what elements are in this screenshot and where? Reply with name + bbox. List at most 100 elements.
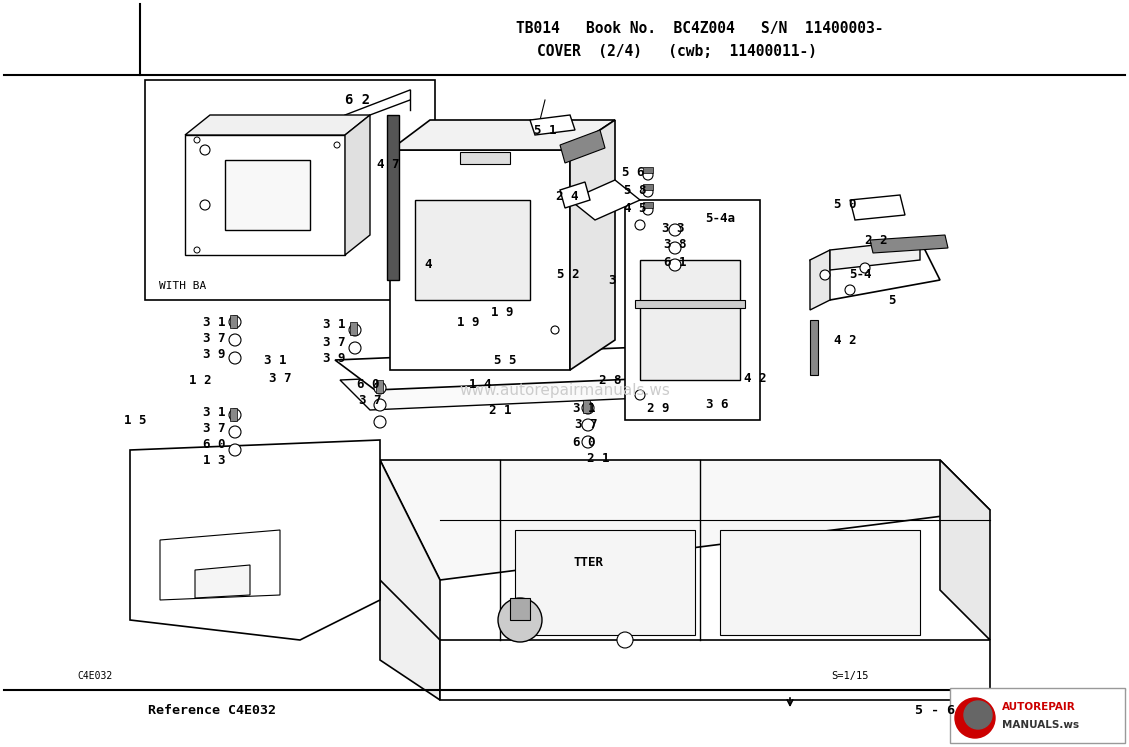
Circle shape bbox=[498, 598, 542, 642]
Text: 3 9: 3 9 bbox=[203, 347, 226, 361]
Circle shape bbox=[955, 698, 995, 738]
Text: 2 9: 2 9 bbox=[647, 401, 669, 415]
Text: 3 3: 3 3 bbox=[662, 222, 684, 235]
Polygon shape bbox=[940, 460, 990, 640]
Polygon shape bbox=[195, 565, 250, 598]
Bar bbox=[949, 688, 1124, 743]
Text: 5 6: 5 6 bbox=[622, 166, 645, 179]
Text: 1 9: 1 9 bbox=[457, 315, 479, 329]
Bar bbox=[644, 167, 653, 173]
Text: 1 5: 1 5 bbox=[124, 414, 147, 427]
Circle shape bbox=[634, 220, 645, 230]
Polygon shape bbox=[570, 120, 615, 370]
Text: 4: 4 bbox=[425, 258, 431, 271]
Circle shape bbox=[644, 205, 653, 215]
Polygon shape bbox=[345, 115, 370, 255]
Text: 3 9: 3 9 bbox=[323, 352, 345, 365]
Polygon shape bbox=[560, 182, 590, 208]
Circle shape bbox=[200, 145, 210, 155]
Text: 5 - 6: 5 - 6 bbox=[914, 704, 955, 716]
Text: 6 1: 6 1 bbox=[664, 255, 686, 268]
Bar bbox=[460, 152, 510, 164]
Text: 6 0: 6 0 bbox=[357, 379, 379, 391]
Text: 5 2: 5 2 bbox=[557, 268, 579, 282]
Polygon shape bbox=[340, 365, 710, 410]
Text: 3 1: 3 1 bbox=[323, 318, 345, 332]
Text: 1 9: 1 9 bbox=[491, 306, 514, 318]
Circle shape bbox=[844, 285, 855, 295]
Text: 4 2: 4 2 bbox=[744, 371, 767, 385]
Circle shape bbox=[644, 170, 653, 180]
Circle shape bbox=[334, 142, 340, 148]
Polygon shape bbox=[440, 640, 990, 700]
Text: 3 6: 3 6 bbox=[706, 398, 728, 412]
Text: 5 8: 5 8 bbox=[623, 184, 646, 196]
Text: 6 2: 6 2 bbox=[345, 93, 370, 107]
Circle shape bbox=[374, 416, 386, 428]
Bar bbox=[387, 115, 399, 280]
Circle shape bbox=[583, 436, 594, 448]
Text: 3 1: 3 1 bbox=[264, 353, 287, 367]
Circle shape bbox=[349, 342, 361, 354]
Circle shape bbox=[634, 390, 645, 400]
Circle shape bbox=[644, 187, 653, 197]
Circle shape bbox=[551, 326, 559, 334]
Circle shape bbox=[820, 270, 830, 280]
Text: 3 8: 3 8 bbox=[664, 238, 686, 252]
Text: 4 7: 4 7 bbox=[377, 158, 400, 172]
Bar bbox=[415, 200, 530, 300]
Bar bbox=[644, 202, 653, 208]
Text: 3 7: 3 7 bbox=[203, 332, 226, 344]
Circle shape bbox=[669, 242, 681, 254]
Text: 3 1: 3 1 bbox=[203, 406, 226, 420]
Circle shape bbox=[349, 324, 361, 336]
Bar bbox=[230, 315, 237, 328]
Text: 4 2: 4 2 bbox=[833, 333, 856, 347]
Circle shape bbox=[618, 632, 633, 648]
Polygon shape bbox=[870, 235, 948, 253]
Polygon shape bbox=[720, 530, 920, 635]
Circle shape bbox=[229, 409, 240, 421]
Circle shape bbox=[229, 316, 240, 328]
Polygon shape bbox=[380, 460, 990, 580]
Text: 5 0: 5 0 bbox=[833, 199, 856, 211]
Text: 1 2: 1 2 bbox=[189, 374, 211, 386]
Circle shape bbox=[194, 247, 200, 253]
Bar bbox=[583, 400, 590, 413]
Circle shape bbox=[229, 426, 240, 438]
Text: 3 7: 3 7 bbox=[323, 335, 345, 349]
Polygon shape bbox=[625, 200, 760, 420]
Polygon shape bbox=[809, 240, 940, 300]
Circle shape bbox=[374, 382, 386, 394]
Text: 3: 3 bbox=[609, 273, 615, 287]
Polygon shape bbox=[380, 580, 440, 700]
Bar bbox=[634, 300, 745, 308]
Polygon shape bbox=[130, 440, 380, 640]
Text: 5 5: 5 5 bbox=[493, 353, 516, 367]
Circle shape bbox=[583, 419, 594, 431]
Polygon shape bbox=[809, 250, 830, 310]
Polygon shape bbox=[830, 240, 920, 270]
Bar bbox=[809, 320, 819, 375]
Circle shape bbox=[964, 701, 992, 729]
Text: 5 1: 5 1 bbox=[534, 123, 557, 137]
Bar bbox=[640, 260, 739, 380]
Text: COVER  (2/4)   (cwb;  11400011-): COVER (2/4) (cwb; 11400011-) bbox=[537, 45, 817, 60]
Text: 6 0: 6 0 bbox=[203, 438, 226, 451]
Bar bbox=[350, 322, 357, 335]
Polygon shape bbox=[390, 150, 570, 370]
Bar bbox=[376, 380, 383, 393]
Polygon shape bbox=[530, 115, 575, 135]
Text: TB014   Book No.  BC4Z004   S/N  11400003-: TB014 Book No. BC4Z004 S/N 11400003- bbox=[516, 20, 884, 36]
Polygon shape bbox=[160, 530, 280, 600]
Text: 1 3: 1 3 bbox=[203, 454, 226, 468]
Circle shape bbox=[669, 259, 681, 271]
Text: AUTOREPAIR: AUTOREPAIR bbox=[1003, 702, 1076, 712]
Circle shape bbox=[374, 399, 386, 411]
Polygon shape bbox=[380, 460, 440, 650]
Text: 5: 5 bbox=[889, 294, 895, 306]
Text: 3 7: 3 7 bbox=[203, 421, 226, 435]
Circle shape bbox=[669, 224, 681, 236]
Text: MANUALS.ws: MANUALS.ws bbox=[1003, 720, 1079, 730]
Text: 3 7: 3 7 bbox=[359, 394, 382, 406]
